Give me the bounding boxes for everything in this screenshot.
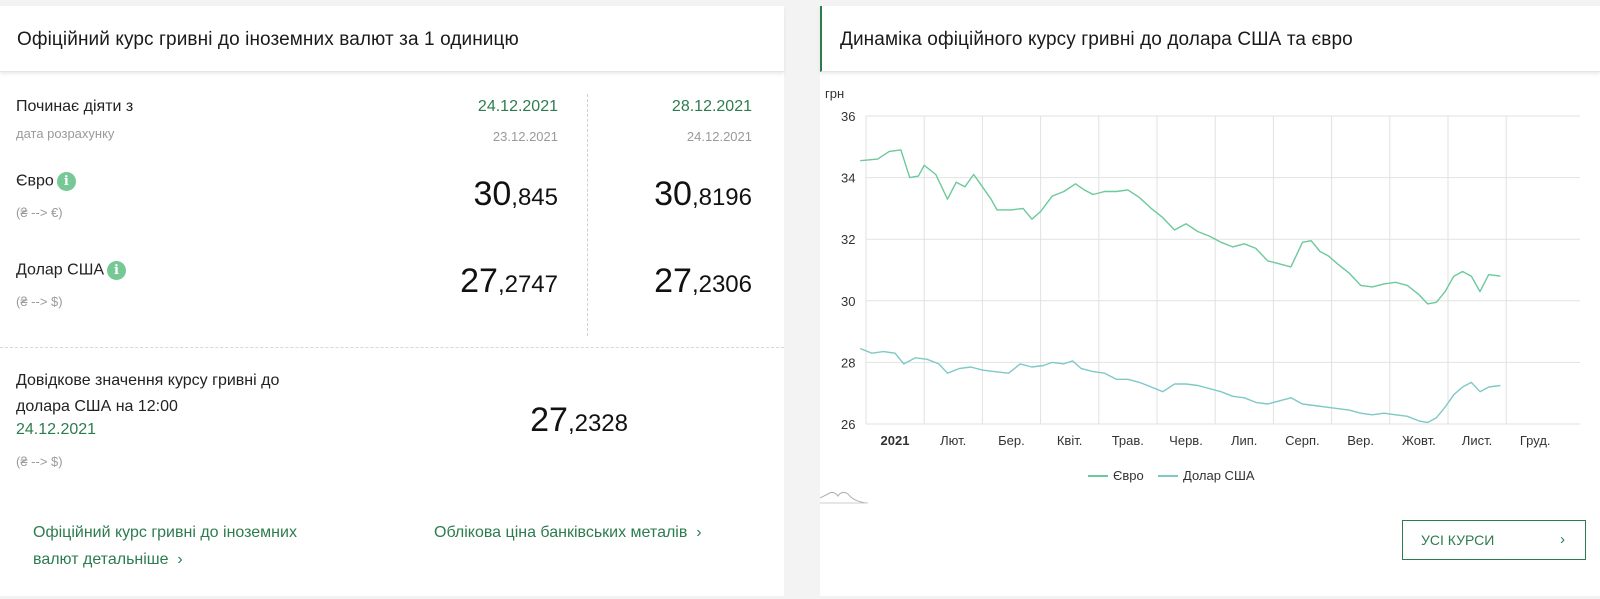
usd-rate-col1: 27,2747 bbox=[380, 262, 558, 301]
usd-direction: (₴ --> $) bbox=[16, 294, 63, 309]
all-rates-label: УСІ КУРСИ bbox=[1421, 532, 1495, 548]
euro-direction: (₴ --> €) bbox=[16, 205, 63, 220]
effective-label: Починає діяти з bbox=[16, 98, 134, 115]
bank-metals-link[interactable]: Облікова ціна банківських металів › bbox=[434, 519, 702, 546]
col1-calc-date: 23.12.2021 bbox=[492, 129, 558, 144]
legend-usd-swatch bbox=[1158, 474, 1178, 477]
legend-euro-label: Євро bbox=[1113, 468, 1144, 483]
euro-rate-col2: 30,8196 bbox=[574, 175, 752, 214]
x-tick-label: Жовт. bbox=[1402, 433, 1436, 448]
y-tick-label: 30 bbox=[841, 294, 855, 309]
x-tick-label: Лип. bbox=[1231, 433, 1257, 448]
section-divider bbox=[0, 347, 784, 348]
y-tick-label: 34 bbox=[841, 171, 855, 186]
reference-rate: 27,2328 bbox=[440, 401, 628, 440]
x-tick-label: Вер. bbox=[1347, 433, 1374, 448]
x-tick-label: Лют. bbox=[940, 433, 966, 448]
official-rates-header: Офіційний курс гривні до іноземних валют… bbox=[0, 6, 784, 72]
details-rates-link[interactable]: Офіційний курс гривні до іноземних валют… bbox=[33, 519, 297, 573]
reference-label: Довідкове значення курсу гривні до долар… bbox=[16, 368, 279, 420]
col2-effective-date: 28.12.2021 bbox=[671, 98, 752, 115]
col2-calc-date: 24.12.2021 bbox=[686, 129, 752, 144]
chevron-right-icon: › bbox=[1560, 531, 1565, 548]
rate-dynamics-title: Динаміка офіційного курсу гривні до дола… bbox=[840, 29, 1353, 50]
legend-euro[interactable]: Євро bbox=[1088, 468, 1144, 483]
x-tick-label: Бер. bbox=[998, 433, 1025, 448]
y-axis-label: грн bbox=[825, 86, 844, 101]
col1-effective-date: 24.12.2021 bbox=[477, 98, 558, 115]
euro-row-label: Євро i bbox=[16, 172, 76, 191]
usd-rate-col2: 27,2306 bbox=[574, 262, 752, 301]
euro-rate-col1: 30,845 bbox=[380, 175, 558, 214]
official-rates-title: Офіційний курс гривні до іноземних валют… bbox=[17, 29, 519, 50]
rate-dynamics-card: Динаміка офіційного курсу гривні до дола… bbox=[820, 6, 1600, 596]
rate-integer: 30 bbox=[654, 175, 692, 213]
x-tick-label: Черв. bbox=[1169, 433, 1203, 448]
calc-date-label: дата розрахунку bbox=[16, 126, 115, 141]
y-tick-label: 26 bbox=[841, 417, 855, 432]
rate-dynamics-header: Динаміка офіційного курсу гривні до дола… bbox=[820, 6, 1600, 72]
rate-fraction: ,845 bbox=[511, 184, 558, 211]
column-divider bbox=[587, 94, 588, 336]
chart-navigator-icon[interactable] bbox=[820, 491, 869, 504]
rate-fraction: ,8196 bbox=[691, 184, 752, 211]
chevron-right-icon: › bbox=[177, 551, 183, 568]
rate-fraction: ,2747 bbox=[497, 271, 558, 298]
official-rates-card: Офіційний курс гривні до іноземних валют… bbox=[0, 6, 784, 596]
euro-series-line[interactable] bbox=[860, 149, 1501, 305]
all-rates-button[interactable]: УСІ КУРСИ › bbox=[1402, 520, 1586, 560]
rate-integer: 27 bbox=[654, 262, 692, 300]
metals-link-label: Облікова ціна банківських металів bbox=[434, 524, 688, 541]
x-tick-label: Серп. bbox=[1285, 433, 1320, 448]
details-link-line1: Офіційний курс гривні до іноземних bbox=[33, 524, 297, 541]
rate-integer: 30 bbox=[473, 175, 512, 213]
x-tick-label: Лист. bbox=[1462, 433, 1492, 448]
reference-date: 24.12.2021 bbox=[16, 421, 97, 438]
rate-integer: 27 bbox=[460, 262, 498, 300]
rate-fraction: ,2306 bbox=[691, 271, 752, 298]
rate-integer: 27 bbox=[530, 401, 568, 439]
y-tick-label: 36 bbox=[841, 109, 855, 124]
y-tick-label: 32 bbox=[841, 232, 855, 247]
reference-label-line1: Довідкове значення курсу гривні до bbox=[16, 372, 280, 389]
rate-fraction: ,2328 bbox=[567, 410, 628, 437]
usd-row-label: Долар США i bbox=[16, 261, 127, 280]
euro-name: Євро bbox=[16, 172, 54, 190]
legend-usd[interactable]: Долар США bbox=[1158, 468, 1255, 483]
info-icon[interactable]: i bbox=[56, 172, 76, 191]
usd-series-line[interactable] bbox=[859, 347, 1501, 424]
x-tick-label: Квіт. bbox=[1057, 433, 1083, 448]
x-tick-label: 2021 bbox=[881, 433, 910, 448]
x-tick-label: Груд. bbox=[1520, 433, 1551, 448]
legend-euro-swatch bbox=[1088, 474, 1108, 477]
details-link-line2: валют детальніше bbox=[33, 551, 169, 568]
usd-name: Долар США bbox=[16, 261, 105, 279]
legend-usd-label: Долар США bbox=[1183, 468, 1255, 483]
chevron-right-icon: › bbox=[696, 524, 702, 541]
y-tick-label: 28 bbox=[841, 355, 855, 370]
reference-direction: (₴ --> $) bbox=[16, 454, 63, 469]
x-tick-label: Трав. bbox=[1112, 433, 1144, 448]
reference-label-line2: долара США на 12:00 bbox=[16, 398, 178, 415]
rate-line-chart: 26 28 30 32 34 36 2021 Лют. Бер. Квіт. Трав. Черв. Л… bbox=[820, 86, 1580, 504]
info-icon[interactable]: i bbox=[107, 261, 127, 280]
